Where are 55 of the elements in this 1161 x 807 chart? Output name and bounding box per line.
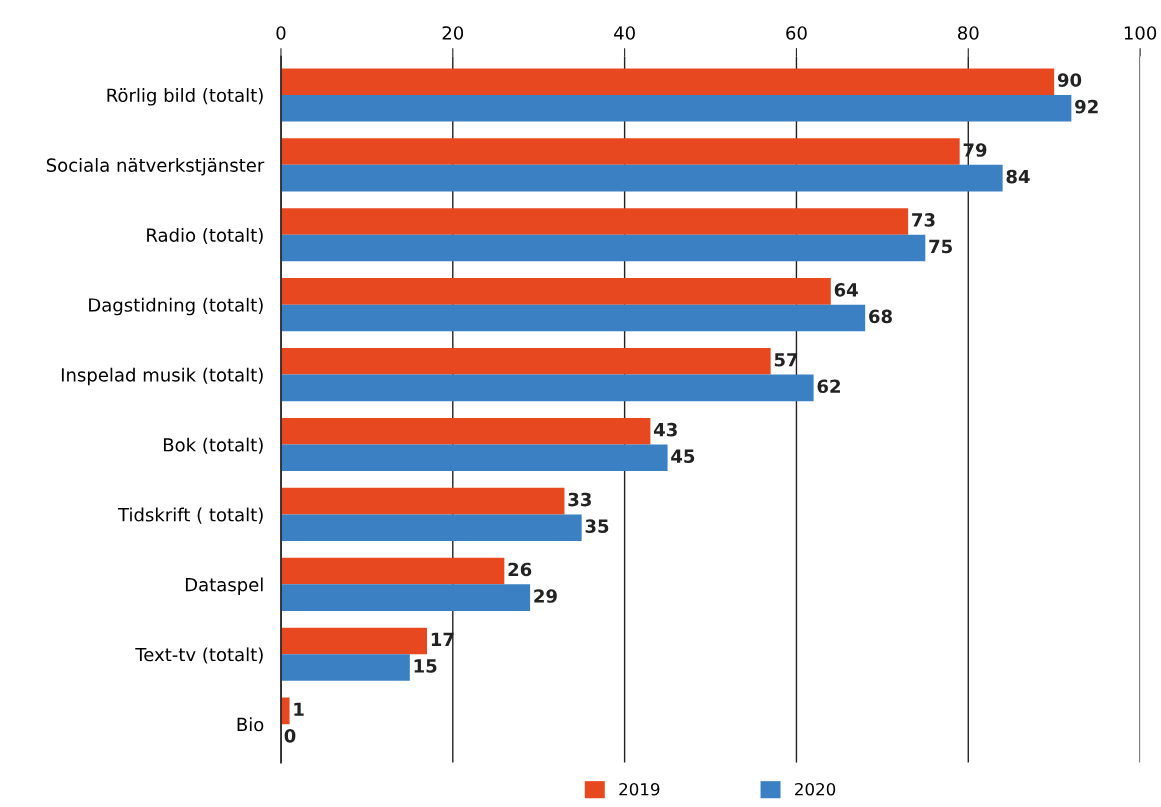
- y-tick-label: Bok (totalt): [163, 437, 263, 454]
- bar: [280, 164, 1003, 192]
- bar: [280, 654, 410, 681]
- bar: [280, 557, 505, 585]
- data-label: 73: [912, 213, 935, 227]
- data-label: 35: [585, 519, 609, 533]
- y-tick-label: Inspelad musik (totalt): [61, 367, 263, 386]
- y-tick-label: Dagstidning (totalt): [89, 297, 263, 316]
- data-label: 15: [414, 659, 437, 673]
- data-label: 90: [1057, 73, 1082, 87]
- x-tick-label: 0: [276, 26, 286, 40]
- data-label: 62: [817, 379, 840, 394]
- bar: [280, 514, 582, 541]
- bar: [280, 304, 866, 332]
- bar: [280, 278, 831, 305]
- data-label: 75: [929, 239, 952, 254]
- data-label: 26: [508, 562, 532, 577]
- x-tick-label: 20: [442, 26, 464, 40]
- bar: [280, 208, 909, 235]
- data-label: 84: [1006, 169, 1030, 184]
- x-tick-label: 80: [958, 26, 979, 40]
- y-tick-label: Sociala nätverkstjänster: [46, 158, 265, 176]
- bar: [280, 234, 926, 262]
- bar: [280, 697, 290, 725]
- y-tick-label: Radio (totalt): [147, 227, 263, 245]
- legend-label: 2019: [619, 782, 660, 796]
- bar: [280, 487, 565, 515]
- bar: [280, 627, 428, 655]
- y-tick-label: Tidskrift ( totalt): [117, 507, 263, 524]
- y-tick-label: Rörlig bild (totalt): [107, 88, 263, 106]
- data-label: 68: [869, 309, 892, 324]
- data-label: 43: [653, 422, 677, 437]
- data-label: 33: [568, 492, 591, 507]
- data-label: 92: [1075, 99, 1098, 114]
- bar: [280, 444, 668, 472]
- bar: [280, 68, 1055, 95]
- x-tick-label: 100: [1124, 26, 1157, 40]
- data-label: 0: [284, 729, 296, 743]
- bar: [280, 584, 531, 611]
- y-tick-label: Text-tv (totalt): [135, 647, 263, 664]
- legend-label: 2020: [795, 782, 836, 796]
- y-tick-label: Dataspel: [185, 577, 263, 595]
- bar: [280, 417, 651, 445]
- data-label: 1: [294, 702, 304, 716]
- data-label: 29: [534, 589, 557, 603]
- data-label: 45: [671, 449, 695, 464]
- x-tick-label: 60: [786, 26, 807, 40]
- bar: [280, 138, 960, 165]
- data-label: 57: [774, 353, 798, 367]
- x-tick-label: 40: [614, 26, 635, 40]
- bar: [280, 94, 1072, 122]
- bar: [280, 374, 814, 402]
- y-tick-label: Bio: [237, 717, 264, 732]
- bar: [280, 348, 771, 375]
- data-label: 64: [834, 283, 858, 297]
